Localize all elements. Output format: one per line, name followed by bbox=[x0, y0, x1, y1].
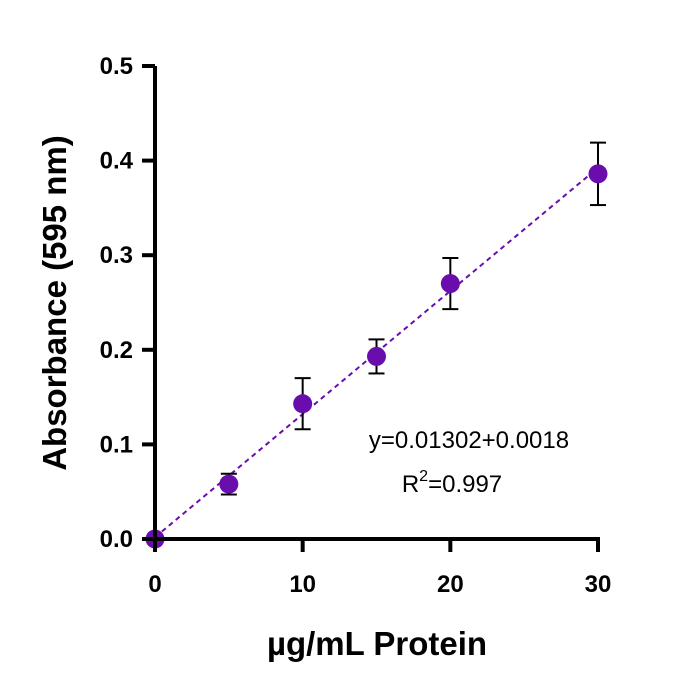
data-point bbox=[440, 274, 460, 294]
r-squared-value: =0.997 bbox=[428, 471, 502, 498]
y-tick-label: 0.0 bbox=[100, 526, 133, 553]
data-point bbox=[367, 346, 386, 366]
y-tick-label: 0.4 bbox=[100, 148, 134, 175]
r-squared-label: R2=0.997 bbox=[402, 468, 502, 498]
x-tick-label: 10 bbox=[289, 571, 316, 598]
data-point bbox=[219, 474, 239, 494]
y-tick-label: 0.3 bbox=[100, 242, 133, 269]
axes-layer bbox=[142, 64, 600, 552]
data-point bbox=[293, 394, 313, 414]
x-axis-title: µg/mL Protein bbox=[267, 625, 487, 662]
r-squared-superscript: 2 bbox=[419, 468, 428, 485]
data-points-layer bbox=[145, 164, 608, 549]
x-tick-label: 30 bbox=[585, 571, 612, 598]
fit-equation-label: y=0.01302+0.0018 bbox=[369, 427, 569, 454]
y-tick-label: 0.5 bbox=[100, 53, 133, 80]
y-tick-label: 0.1 bbox=[100, 431, 133, 458]
y-axis-title: Absorbance (595 nm) bbox=[36, 135, 73, 471]
y-tick-label: 0.2 bbox=[100, 337, 133, 364]
r-squared-prefix: R bbox=[402, 471, 419, 498]
x-tick-label: 20 bbox=[437, 571, 464, 598]
x-tick-label: 0 bbox=[148, 571, 161, 598]
data-point bbox=[588, 164, 608, 184]
tick-labels-layer: 0.0 0.1 0.2 0.3 0.4 0.5 0 10 20 30 bbox=[100, 53, 612, 598]
